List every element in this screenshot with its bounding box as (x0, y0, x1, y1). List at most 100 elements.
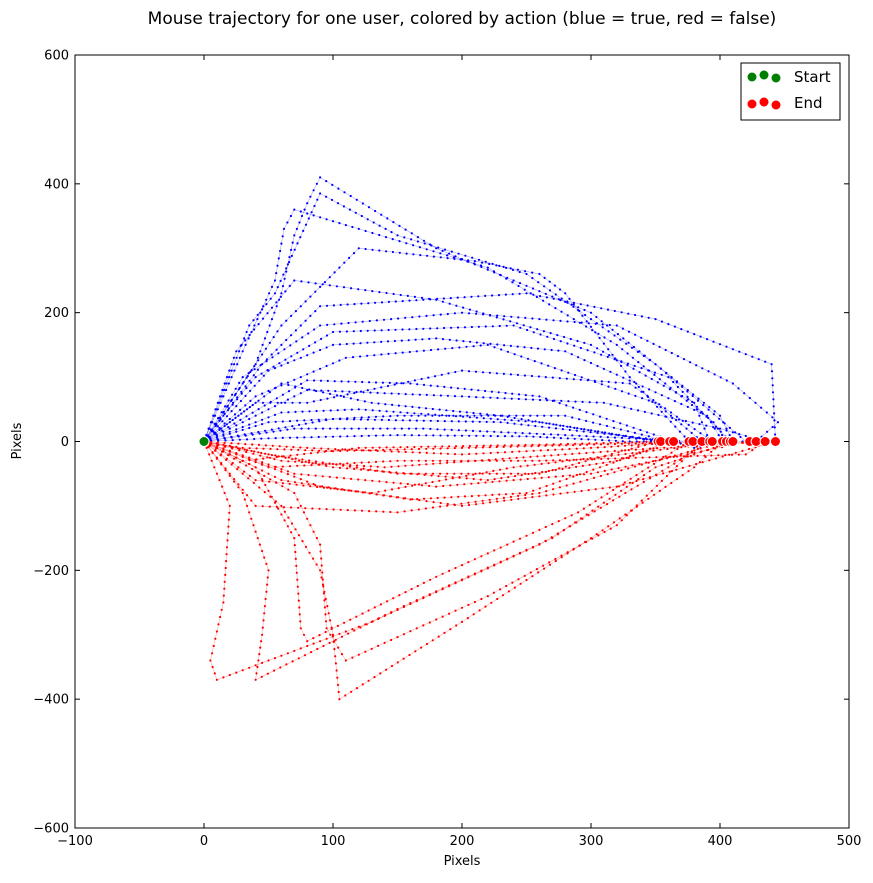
trajectory-point-false (325, 508, 328, 511)
trajectory-point-true (259, 350, 262, 353)
trajectory-point-false (668, 470, 671, 473)
trajectory-point-true (373, 341, 376, 344)
trajectory-point-false (237, 442, 240, 445)
trajectory-point-true (716, 427, 719, 430)
trajectory-point-true (507, 431, 510, 434)
trajectory-point-true (281, 285, 285, 288)
trajectory-point-false (267, 463, 270, 466)
trajectory-point-true (233, 363, 236, 366)
trajectory-point-false (308, 459, 311, 462)
trajectory-point-true (545, 318, 548, 321)
trajectory-point-false (344, 448, 347, 451)
trajectory-point-true (548, 289, 552, 292)
trajectory-point-true (273, 405, 277, 408)
trajectory-point-false (383, 450, 386, 453)
trajectory-point-true (257, 359, 260, 362)
trajectory-point-true (338, 330, 341, 333)
trajectory-point-true (392, 292, 395, 296)
trajectory-point-true (423, 242, 426, 245)
end-point (769, 436, 781, 447)
trajectory-point-true (338, 418, 342, 421)
trajectory-point-false (309, 524, 312, 527)
trajectory-point-true (325, 334, 329, 337)
trajectory-point-false (676, 447, 679, 451)
trajectory-point-true (309, 195, 312, 198)
trajectory-point-true (551, 399, 555, 402)
trajectory-point-false (648, 470, 651, 473)
trajectory-point-true (359, 390, 363, 393)
trajectory-point-false (271, 444, 274, 447)
trajectory-point-false (254, 479, 257, 482)
trajectory-point-true (536, 328, 539, 331)
trajectory-point-false (455, 624, 458, 627)
trajectory-point-false (501, 457, 504, 460)
trajectory-point-false (227, 518, 230, 521)
trajectory-point-false (608, 486, 611, 489)
trajectory-point-true (250, 330, 253, 334)
trajectory-point-false (465, 474, 468, 477)
trajectory-point-false (503, 451, 507, 454)
trajectory-point-true (631, 356, 635, 359)
trajectory-point-true (299, 305, 302, 308)
trajectory-point-false (355, 448, 358, 452)
trajectory-point-true (583, 308, 586, 312)
trajectory-point-false (448, 585, 451, 588)
trajectory-point-true (343, 427, 346, 430)
trajectory-point-true (261, 411, 264, 414)
trajectory-point-false (507, 476, 510, 479)
trajectory-point-true (606, 436, 609, 439)
trajectory-point-false (484, 605, 487, 608)
trajectory-point-true (448, 302, 451, 305)
trajectory-point-false (411, 498, 414, 501)
trajectory-point-false (439, 452, 442, 455)
trajectory-point-false (390, 450, 393, 453)
trajectory-point-true (288, 420, 292, 423)
trajectory-point-true (270, 428, 273, 431)
trajectory-point-false (480, 597, 483, 601)
trajectory-point-true (465, 345, 468, 348)
trajectory-point-true (719, 430, 722, 433)
trajectory-point-true (387, 328, 390, 332)
trajectory-point-true (266, 369, 269, 372)
trajectory-point-false (312, 557, 315, 560)
trajectory-point-true (462, 340, 465, 343)
trajectory-point-true (331, 330, 335, 334)
trajectory-point-true (664, 415, 667, 418)
trajectory-point-false (603, 446, 606, 449)
trajectory-point-true (408, 328, 411, 331)
trajectory-point-false (585, 451, 588, 455)
trajectory-point-true (739, 435, 742, 439)
trajectory-point-false (292, 446, 295, 449)
trajectory-point-false (264, 483, 267, 487)
trajectory-point-true (608, 323, 611, 327)
trajectory-point-false (322, 592, 325, 595)
trajectory-point-true (595, 401, 598, 404)
trajectory-point-false (333, 487, 336, 490)
trajectory-point-false (515, 456, 518, 459)
trajectory-point-false (488, 446, 491, 449)
trajectory-point-false (386, 600, 389, 603)
trajectory-point-true (617, 433, 621, 436)
trajectory-point-true (691, 394, 694, 398)
trajectory-point-true (552, 436, 556, 439)
trajectory-point-false (225, 457, 228, 460)
trajectory-point-true (635, 440, 638, 443)
trajectory-point-true (319, 398, 322, 402)
trajectory-point-true (657, 413, 660, 417)
trajectory-point-true (426, 254, 429, 257)
trajectory-point-true (355, 390, 358, 394)
trajectory-point-true (518, 282, 522, 285)
trajectory-point-false (220, 453, 223, 456)
trajectory-point-false (620, 489, 623, 492)
trajectory-point-false (211, 451, 214, 454)
trajectory-point-true (575, 429, 578, 432)
trajectory-point-false (467, 576, 470, 579)
trajectory-point-false (512, 479, 515, 482)
trajectory-point-true (294, 329, 297, 332)
trajectory-point-false (652, 462, 656, 465)
trajectory-point-true (731, 348, 735, 351)
trajectory-point-true (628, 437, 631, 440)
trajectory-point-false (243, 448, 246, 451)
trajectory-point-false (715, 445, 719, 448)
trajectory-point-true (477, 325, 480, 328)
